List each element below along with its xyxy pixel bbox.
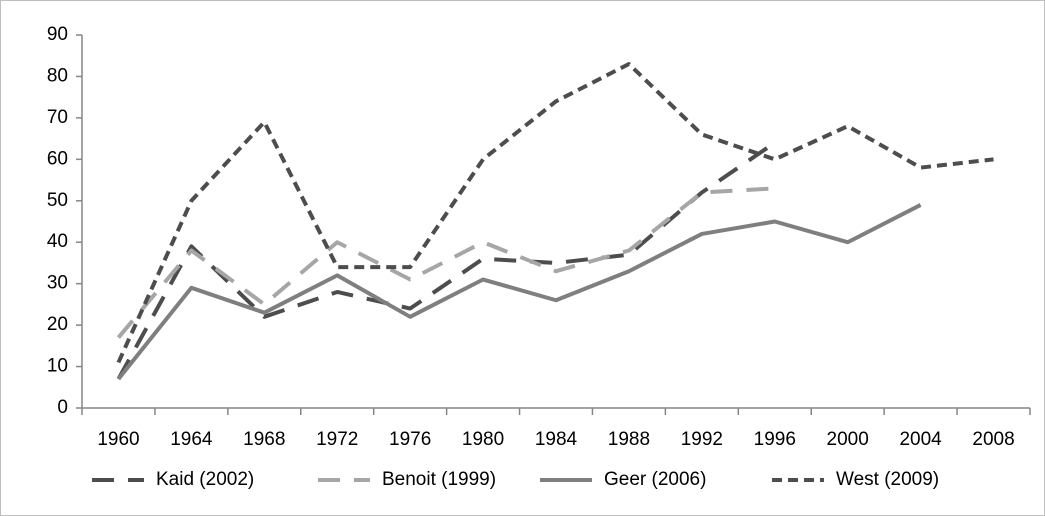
- y-tick-label: 10: [47, 356, 68, 377]
- legend-label: Benoit (1999): [382, 469, 496, 490]
- x-tick-label: 1988: [608, 429, 650, 450]
- series-line: [116, 203, 922, 381]
- x-tick-label: 1996: [754, 429, 796, 450]
- y-tick-label: 80: [47, 65, 68, 86]
- y-tick-label: 50: [47, 190, 68, 211]
- y-tick-label: 60: [47, 148, 68, 169]
- x-tick-label: 1984: [535, 429, 578, 450]
- x-tick-label: 1960: [97, 429, 139, 450]
- x-tick-label: 1972: [316, 429, 358, 450]
- x-tick-label: 1968: [243, 429, 285, 450]
- y-tick-label: 0: [57, 397, 68, 418]
- y-tick-label: 30: [47, 273, 68, 294]
- x-tick-label: 1976: [389, 429, 431, 450]
- y-tick-label: 70: [47, 107, 68, 128]
- x-tick-label: 1964: [170, 429, 213, 450]
- x-tick-label: 2000: [827, 429, 869, 450]
- y-tick-label: 20: [47, 314, 68, 335]
- x-tick-label: 1980: [462, 429, 504, 450]
- x-tick-label: 2008: [972, 429, 1014, 450]
- legend-label: West (2009): [836, 469, 939, 490]
- series-line: [116, 62, 994, 364]
- series-line: [116, 186, 775, 339]
- x-tick-label: 1992: [681, 429, 723, 450]
- y-tick-label: 90: [47, 24, 68, 45]
- legend-label: Geer (2006): [604, 469, 706, 490]
- legend-label: Kaid (2002): [156, 469, 254, 490]
- y-tick-label: 40: [47, 231, 68, 252]
- x-tick-label: 2004: [899, 429, 942, 450]
